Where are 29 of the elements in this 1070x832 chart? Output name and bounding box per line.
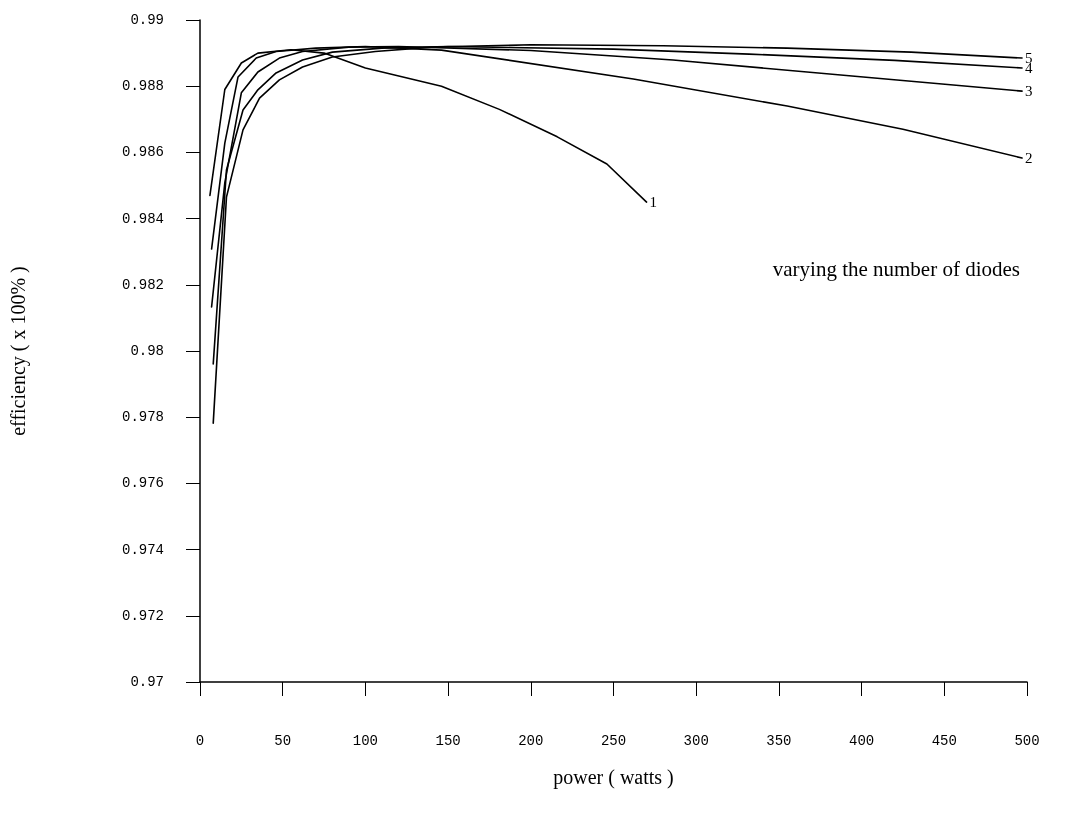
y-tick-label: 0.976 (121, 475, 164, 492)
y-tick-label: 0.984 (121, 210, 164, 227)
y-tick-label: 0.98 (130, 343, 164, 359)
y-tick-label: 0.97 (130, 674, 164, 690)
x-tick-label: 350 (766, 733, 792, 749)
line-series (212, 44, 1023, 424)
x-tick-label: 50 (274, 733, 292, 749)
y-tick-label: 0.988 (121, 78, 164, 95)
y-tick-label: 0.982 (121, 276, 164, 293)
x-axis-title: power ( watts ) (553, 766, 674, 789)
x-tick-label: 200 (518, 733, 544, 749)
x-tick-label: 250 (600, 733, 627, 749)
x-tick-label: 400 (848, 733, 875, 749)
x-tick-label: 450 (931, 733, 957, 749)
series-label: 2 (1025, 150, 1033, 167)
y-tick-label: 0.978 (121, 409, 164, 426)
x-tick-label: 300 (683, 733, 709, 749)
y-axis-title: efficiency ( x 100% ) (7, 266, 30, 436)
x-tick-label: 0 (195, 733, 205, 749)
annotation: varying the number of diodes (772, 256, 1021, 281)
series-label: 1 (649, 194, 658, 211)
y-tick-label: 0.974 (121, 541, 164, 558)
y-tick-label: 0.99 (130, 12, 164, 28)
series-label: 3 (1025, 83, 1033, 100)
y-tick-label: 0.972 (121, 607, 164, 624)
x-tick-label: 500 (1014, 733, 1040, 749)
x-tick-label: 100 (352, 733, 379, 749)
y-tick-label: 0.986 (121, 144, 164, 161)
x-tick-label: 150 (435, 733, 461, 749)
